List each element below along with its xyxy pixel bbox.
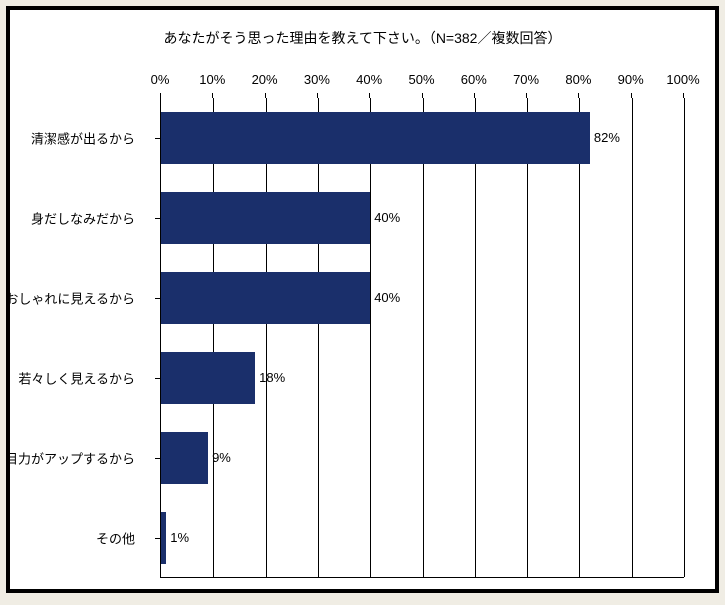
x-tick-label: 80% bbox=[565, 72, 591, 87]
bar bbox=[161, 512, 166, 564]
grid-line bbox=[527, 98, 528, 577]
bar-value-label: 40% bbox=[374, 210, 400, 225]
y-category-label: 若々しく見えるから bbox=[18, 369, 135, 388]
bar bbox=[161, 192, 370, 244]
chart-title: あなたがそう思った理由を教えて下さい。（N=382／複数回答） bbox=[10, 28, 715, 48]
grid-line bbox=[370, 98, 371, 577]
grid-line bbox=[475, 98, 476, 577]
bar bbox=[161, 272, 370, 324]
grid-line bbox=[423, 98, 424, 577]
bar-value-label: 9% bbox=[212, 450, 231, 465]
y-category-label: 目力がアップするから bbox=[5, 449, 135, 468]
x-tick-label: 0% bbox=[151, 72, 170, 87]
y-tick-mark bbox=[155, 138, 160, 139]
y-category-label: その他 bbox=[96, 529, 135, 548]
bar-value-label: 40% bbox=[374, 290, 400, 305]
y-tick-mark bbox=[155, 298, 160, 299]
grid-line bbox=[213, 98, 214, 577]
x-tick-label: 50% bbox=[408, 72, 434, 87]
x-tick-label: 70% bbox=[513, 72, 539, 87]
x-tick-label: 90% bbox=[618, 72, 644, 87]
y-tick-mark bbox=[155, 218, 160, 219]
y-tick-mark bbox=[155, 538, 160, 539]
y-category-label: 清潔感が出るから bbox=[31, 129, 135, 148]
plot-area: 82% 40% 40% 18% 9% 1% bbox=[160, 98, 684, 578]
x-tick-label: 40% bbox=[356, 72, 382, 87]
bar bbox=[161, 352, 255, 404]
grid-line bbox=[632, 98, 633, 577]
chart-card: あなたがそう思った理由を教えて下さい。（N=382／複数回答） 0% 10% 20%… bbox=[6, 6, 719, 593]
grid-line bbox=[579, 98, 580, 577]
y-tick-mark bbox=[155, 378, 160, 379]
bar-value-label: 1% bbox=[170, 530, 189, 545]
bar bbox=[161, 112, 590, 164]
y-tick-mark bbox=[155, 458, 160, 459]
y-category-label: 身だしなみだから bbox=[31, 209, 135, 228]
x-tick-label: 60% bbox=[461, 72, 487, 87]
x-tick-label: 30% bbox=[304, 72, 330, 87]
bar-value-label: 82% bbox=[594, 130, 620, 145]
x-tick-label: 100% bbox=[666, 72, 699, 87]
grid-line bbox=[266, 98, 267, 577]
bar-value-label: 18% bbox=[259, 370, 285, 385]
bar bbox=[161, 432, 208, 484]
chart-frame: あなたがそう思った理由を教えて下さい。（N=382／複数回答） 0% 10% 20%… bbox=[0, 6, 725, 605]
x-tick-label: 20% bbox=[252, 72, 278, 87]
grid-line bbox=[318, 98, 319, 577]
y-category-label: おしゃれに見えるから bbox=[5, 289, 135, 308]
grid-line bbox=[684, 98, 685, 577]
x-tick-label: 10% bbox=[199, 72, 225, 87]
